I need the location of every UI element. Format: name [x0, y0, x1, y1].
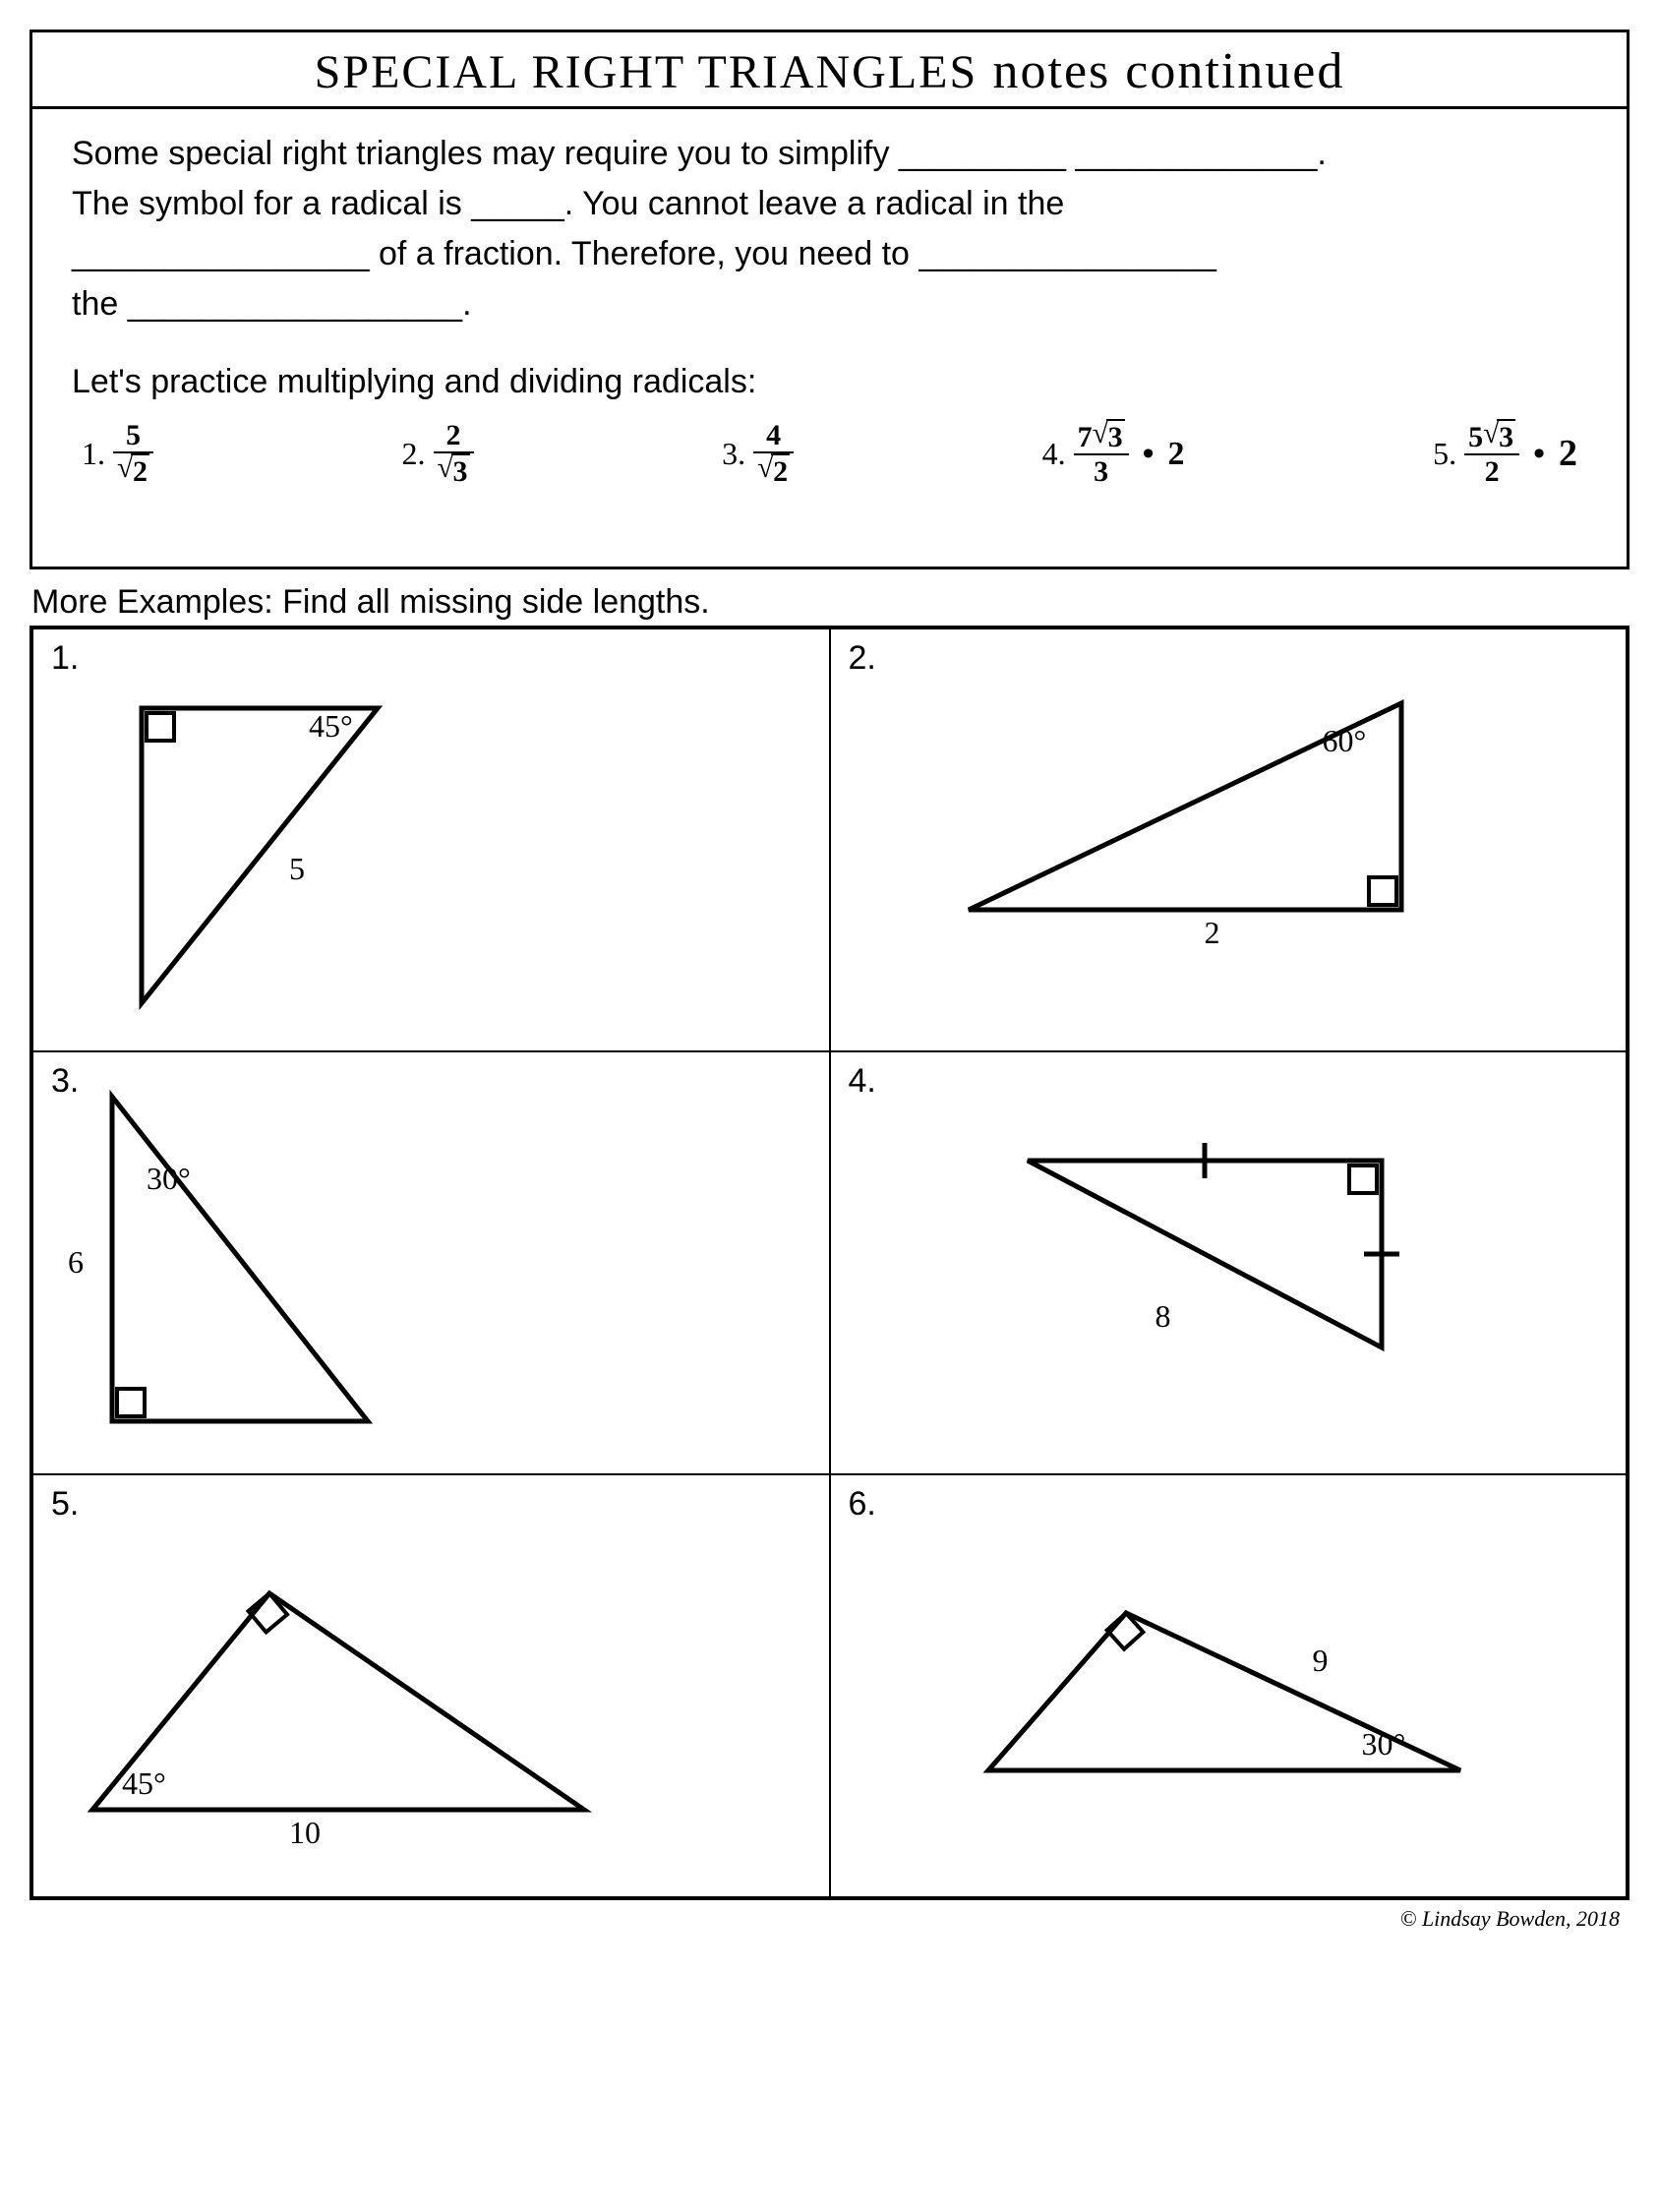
- triangle-grid: 1. 45° 5 2. 60° 2 3. 30°: [30, 626, 1629, 1900]
- practice-intro: Let's practice multiplying and dividing …: [72, 357, 1587, 407]
- cell-2: 2. 60° 2: [830, 628, 1628, 1051]
- cell-3: 3. 30° 6: [32, 1051, 830, 1474]
- cell-6: 6. 9 30°: [830, 1474, 1628, 1897]
- problem-2: 2. 2 3: [402, 419, 474, 488]
- notes-line-4: the __________________.: [72, 279, 1587, 329]
- problem-3: 3. 4 2: [722, 419, 794, 488]
- notes-line-2: The symbol for a radical is _____. You c…: [72, 179, 1587, 229]
- notes-line-1: Some special right triangles may require…: [72, 129, 1587, 179]
- notes-line-3: ________________ of a fraction. Therefor…: [72, 229, 1587, 279]
- triangle-3: [83, 1077, 397, 1451]
- cell-5: 5. 45° 10: [32, 1474, 830, 1897]
- triangle-5: [73, 1554, 623, 1849]
- practice-row: 1. 5 2 2. 2 3 3. 4: [72, 419, 1587, 488]
- triangle-4: [1008, 1121, 1441, 1416]
- cell-4: 4. 8: [830, 1051, 1628, 1474]
- section-label: More Examples: Find all missing side len…: [30, 579, 1629, 626]
- problem-4: 4. 73 3 • 2: [1042, 419, 1185, 488]
- triangle-6: [969, 1584, 1500, 1820]
- triangle-2: [949, 684, 1441, 939]
- top-notes-box: SPECIAL RIGHT TRIANGLES notes continued …: [30, 30, 1629, 569]
- notes-body: Some special right triangles may require…: [32, 109, 1627, 567]
- problem-1: 1. 5 2: [82, 419, 153, 488]
- title-caps: SPECIAL RIGHT TRIANGLES: [315, 46, 978, 98]
- title-script: notes continued: [993, 43, 1345, 99]
- copyright: © Lindsay Bowden, 2018: [30, 1900, 1629, 1932]
- cell-1: 1. 45° 5: [32, 628, 830, 1051]
- problem-5: 5. 53 2 • 2: [1433, 419, 1577, 488]
- worksheet-page: SPECIAL RIGHT TRIANGLES notes continued …: [0, 0, 1659, 1942]
- title-row: SPECIAL RIGHT TRIANGLES notes continued: [32, 32, 1627, 109]
- triangle-1: [122, 688, 437, 1023]
